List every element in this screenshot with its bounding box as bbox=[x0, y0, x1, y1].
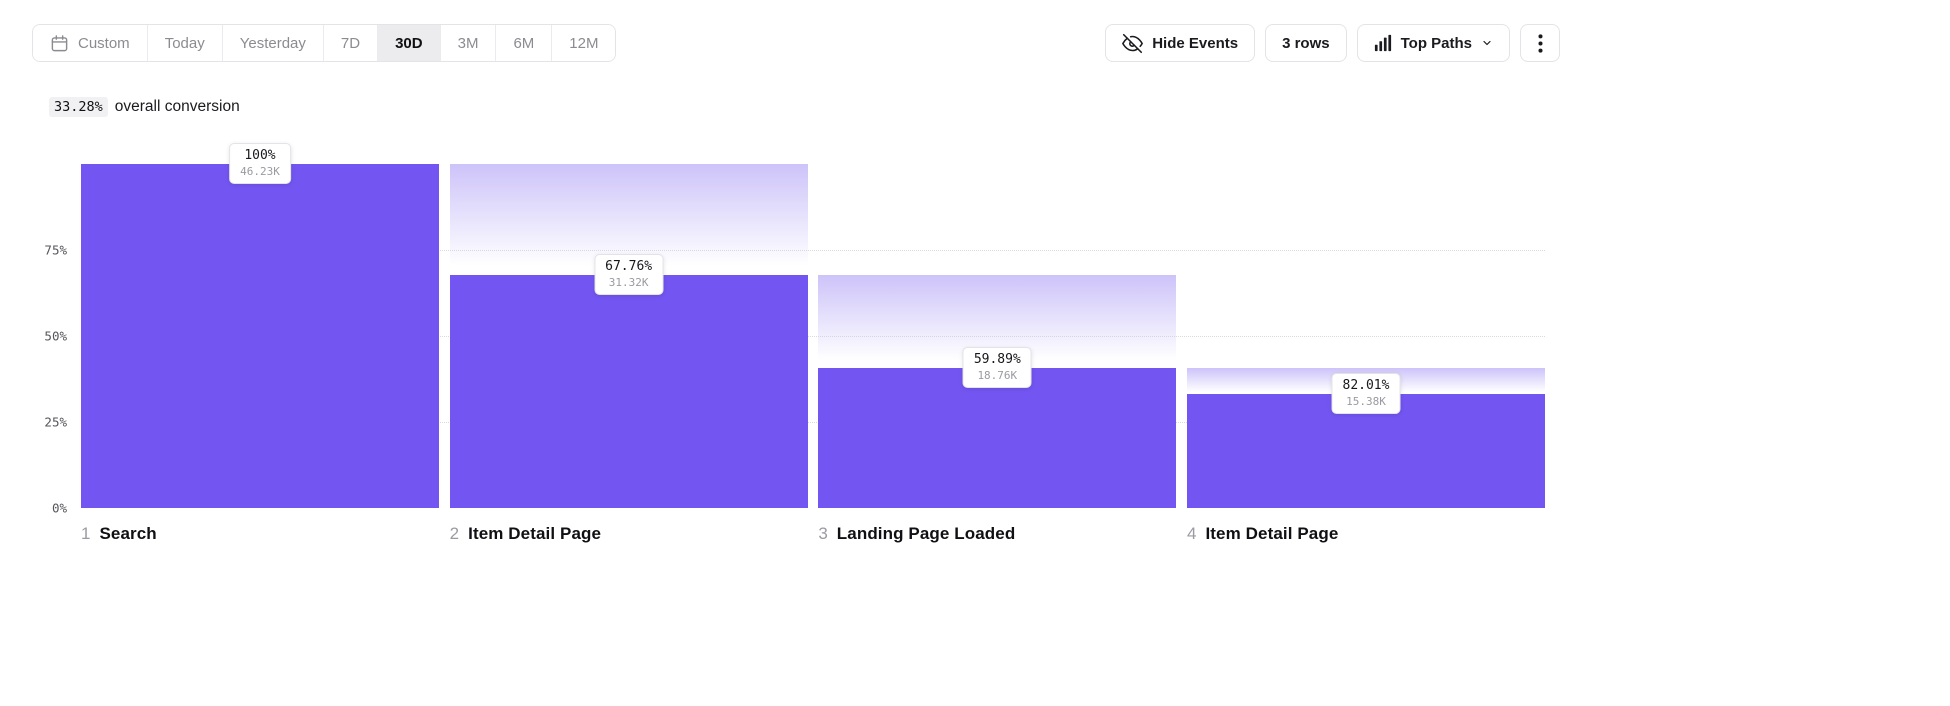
date-range-selector: Custom Today Yesterday 7D 30D 3M 6M 12M bbox=[32, 24, 617, 62]
rows-label: 3 rows bbox=[1282, 34, 1330, 52]
more-options-button[interactable] bbox=[1520, 24, 1560, 62]
date-range-yesterday[interactable]: Yesterday bbox=[222, 25, 324, 61]
date-range-3m[interactable]: 3M bbox=[440, 25, 497, 61]
funnel-plot: 100% 46.23K 1 Search 67.76% 31.32K 2 Item Detai… bbox=[81, 143, 1545, 543]
funnel-bar[interactable] bbox=[449, 274, 808, 508]
bar-chart-icon bbox=[1374, 34, 1392, 52]
toolbar: Custom Today Yesterday 7D 30D 3M 6M 12M Hide Ev… bbox=[32, 24, 1560, 62]
step-number: 4 bbox=[1187, 524, 1197, 543]
conversion-count: 15.38K bbox=[1346, 394, 1386, 408]
date-range-label: Custom bbox=[78, 34, 130, 52]
funnel-bar[interactable] bbox=[81, 164, 439, 508]
step-name: Landing Page Loaded bbox=[836, 524, 1016, 543]
date-range-label: 7D bbox=[340, 34, 361, 52]
y-axis-label: 0% bbox=[51, 500, 67, 516]
top-paths-button[interactable]: Top Paths bbox=[1356, 24, 1510, 62]
date-range-label: 3M bbox=[457, 34, 479, 52]
y-axis-label: 50% bbox=[44, 328, 67, 344]
calendar-icon bbox=[50, 34, 69, 53]
hide-events-button[interactable]: Hide Events bbox=[1105, 24, 1256, 62]
date-range-label: 30D bbox=[395, 34, 423, 52]
top-paths-label: Top Paths bbox=[1400, 34, 1472, 52]
funnel-bar[interactable] bbox=[818, 368, 1177, 508]
conversion-tooltip: 82.01% 15.38K bbox=[1331, 372, 1401, 414]
funnel-step-column[interactable]: 100% 46.23K 1 Search bbox=[81, 143, 439, 543]
conversion-count: 18.76K bbox=[977, 369, 1018, 383]
kebab-menu-icon bbox=[1537, 33, 1543, 53]
gridline bbox=[81, 336, 1545, 337]
conversion-tooltip: 59.89% 18.76K bbox=[962, 347, 1032, 389]
y-axis-label: 25% bbox=[44, 414, 67, 430]
hide-events-label: Hide Events bbox=[1152, 34, 1239, 52]
date-range-custom[interactable]: Custom bbox=[33, 25, 148, 61]
step-label: 1 Search bbox=[81, 524, 157, 544]
step-name: Item Detail Page bbox=[468, 524, 602, 543]
conversion-tooltip: 100% 46.23K bbox=[229, 143, 291, 184]
toolbar-right-group: Hide Events 3 rows Top Paths bbox=[1105, 24, 1560, 62]
eye-off-icon bbox=[1122, 33, 1144, 54]
overall-conversion-summary: 33.28% overall conversion bbox=[49, 97, 240, 117]
funnel-step-column[interactable]: 59.89% 18.76K 3 Landing Page Loaded bbox=[818, 164, 1177, 543]
conversion-rate: 67.76% bbox=[605, 258, 653, 274]
conversion-rate: 82.01% bbox=[1342, 377, 1390, 393]
date-range-label: Today bbox=[164, 34, 205, 52]
date-range-label: 12M bbox=[569, 34, 599, 52]
conversion-count: 46.23K bbox=[240, 165, 280, 178]
chevron-down-icon bbox=[1481, 37, 1493, 49]
date-range-30d[interactable]: 30D bbox=[378, 25, 441, 61]
date-range-12m[interactable]: 12M bbox=[552, 25, 616, 61]
funnel-step-column[interactable]: 67.76% 31.32K 2 Item Detail Page bbox=[449, 164, 808, 543]
conversion-rate: 59.89% bbox=[973, 352, 1021, 368]
funnel-step-column[interactable]: 82.01% 15.38K 4 Item Detail Page bbox=[1187, 164, 1545, 543]
step-number: 2 bbox=[449, 524, 460, 543]
date-range-label: Yesterday bbox=[239, 34, 306, 52]
step-name: Item Detail Page bbox=[1205, 524, 1339, 543]
step-label: 3 Landing Page Loaded bbox=[818, 524, 1015, 544]
rows-button[interactable]: 3 rows bbox=[1265, 24, 1347, 62]
conversion-rate: 100% bbox=[244, 148, 276, 163]
step-name: Search bbox=[99, 524, 157, 543]
y-axis: 75% 50% 25% 0% bbox=[0, 164, 67, 516]
step-label: 2 Item Detail Page bbox=[450, 524, 601, 544]
date-range-label: 6M bbox=[513, 34, 535, 52]
step-label: 4 Item Detail Page bbox=[1187, 524, 1338, 544]
y-axis-label: 75% bbox=[44, 242, 67, 258]
overall-conversion-text: overall conversion bbox=[114, 98, 240, 115]
conversion-count: 31.32K bbox=[608, 275, 649, 289]
date-range-6m[interactable]: 6M bbox=[496, 25, 553, 61]
step-number: 3 bbox=[818, 524, 828, 543]
conversion-tooltip: 67.76% 31.32K bbox=[594, 253, 664, 295]
step-number: 1 bbox=[81, 524, 91, 543]
gridline bbox=[81, 250, 1545, 251]
date-range-7d[interactable]: 7D bbox=[323, 25, 379, 61]
overall-conversion-value: 33.28% bbox=[49, 97, 108, 117]
gridline bbox=[81, 422, 1545, 423]
date-range-today[interactable]: Today bbox=[147, 25, 223, 61]
